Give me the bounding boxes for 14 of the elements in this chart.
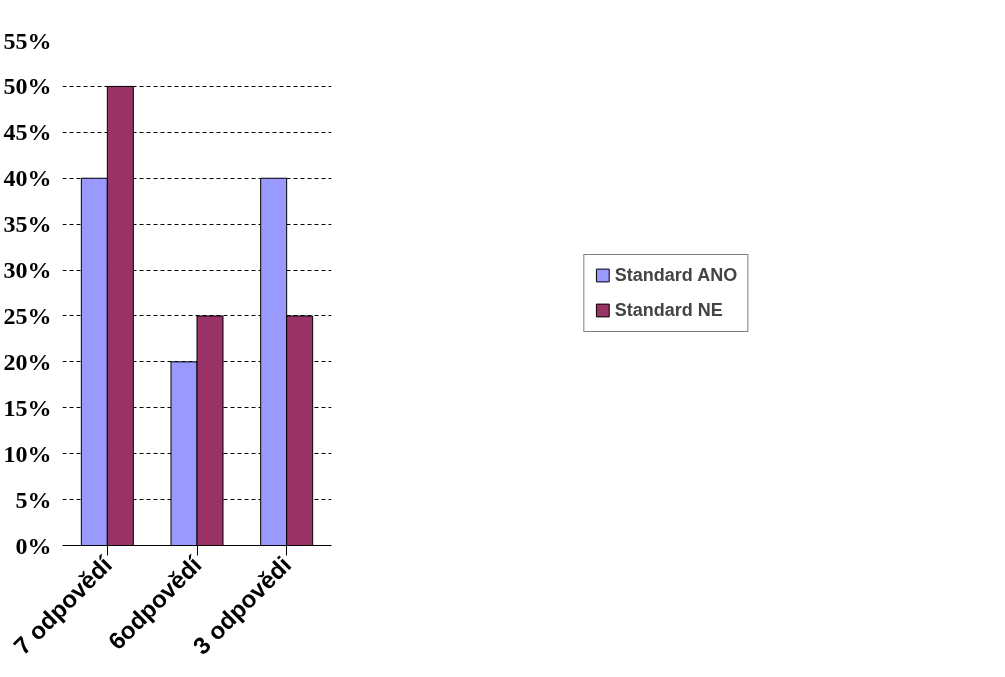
y-tick-label: 15% xyxy=(3,394,52,421)
y-tick-label: 35% xyxy=(3,211,52,238)
y-tick-label: 20% xyxy=(3,348,52,375)
y-tick-label: 30% xyxy=(3,257,52,284)
y-tick-label: 40% xyxy=(3,165,52,192)
y-tick-label: 5% xyxy=(15,486,52,513)
y-tick-label: 0% xyxy=(15,532,52,559)
legend-label: Standard NE xyxy=(614,299,723,321)
y-tick-label: 50% xyxy=(3,73,52,100)
y-tick-label: 55% xyxy=(3,27,52,54)
y-tick-label: 25% xyxy=(3,302,52,329)
y-tick-label: 10% xyxy=(3,440,52,467)
y-tick-label: 45% xyxy=(3,119,52,146)
legend-label: Standard ANO xyxy=(614,264,738,286)
